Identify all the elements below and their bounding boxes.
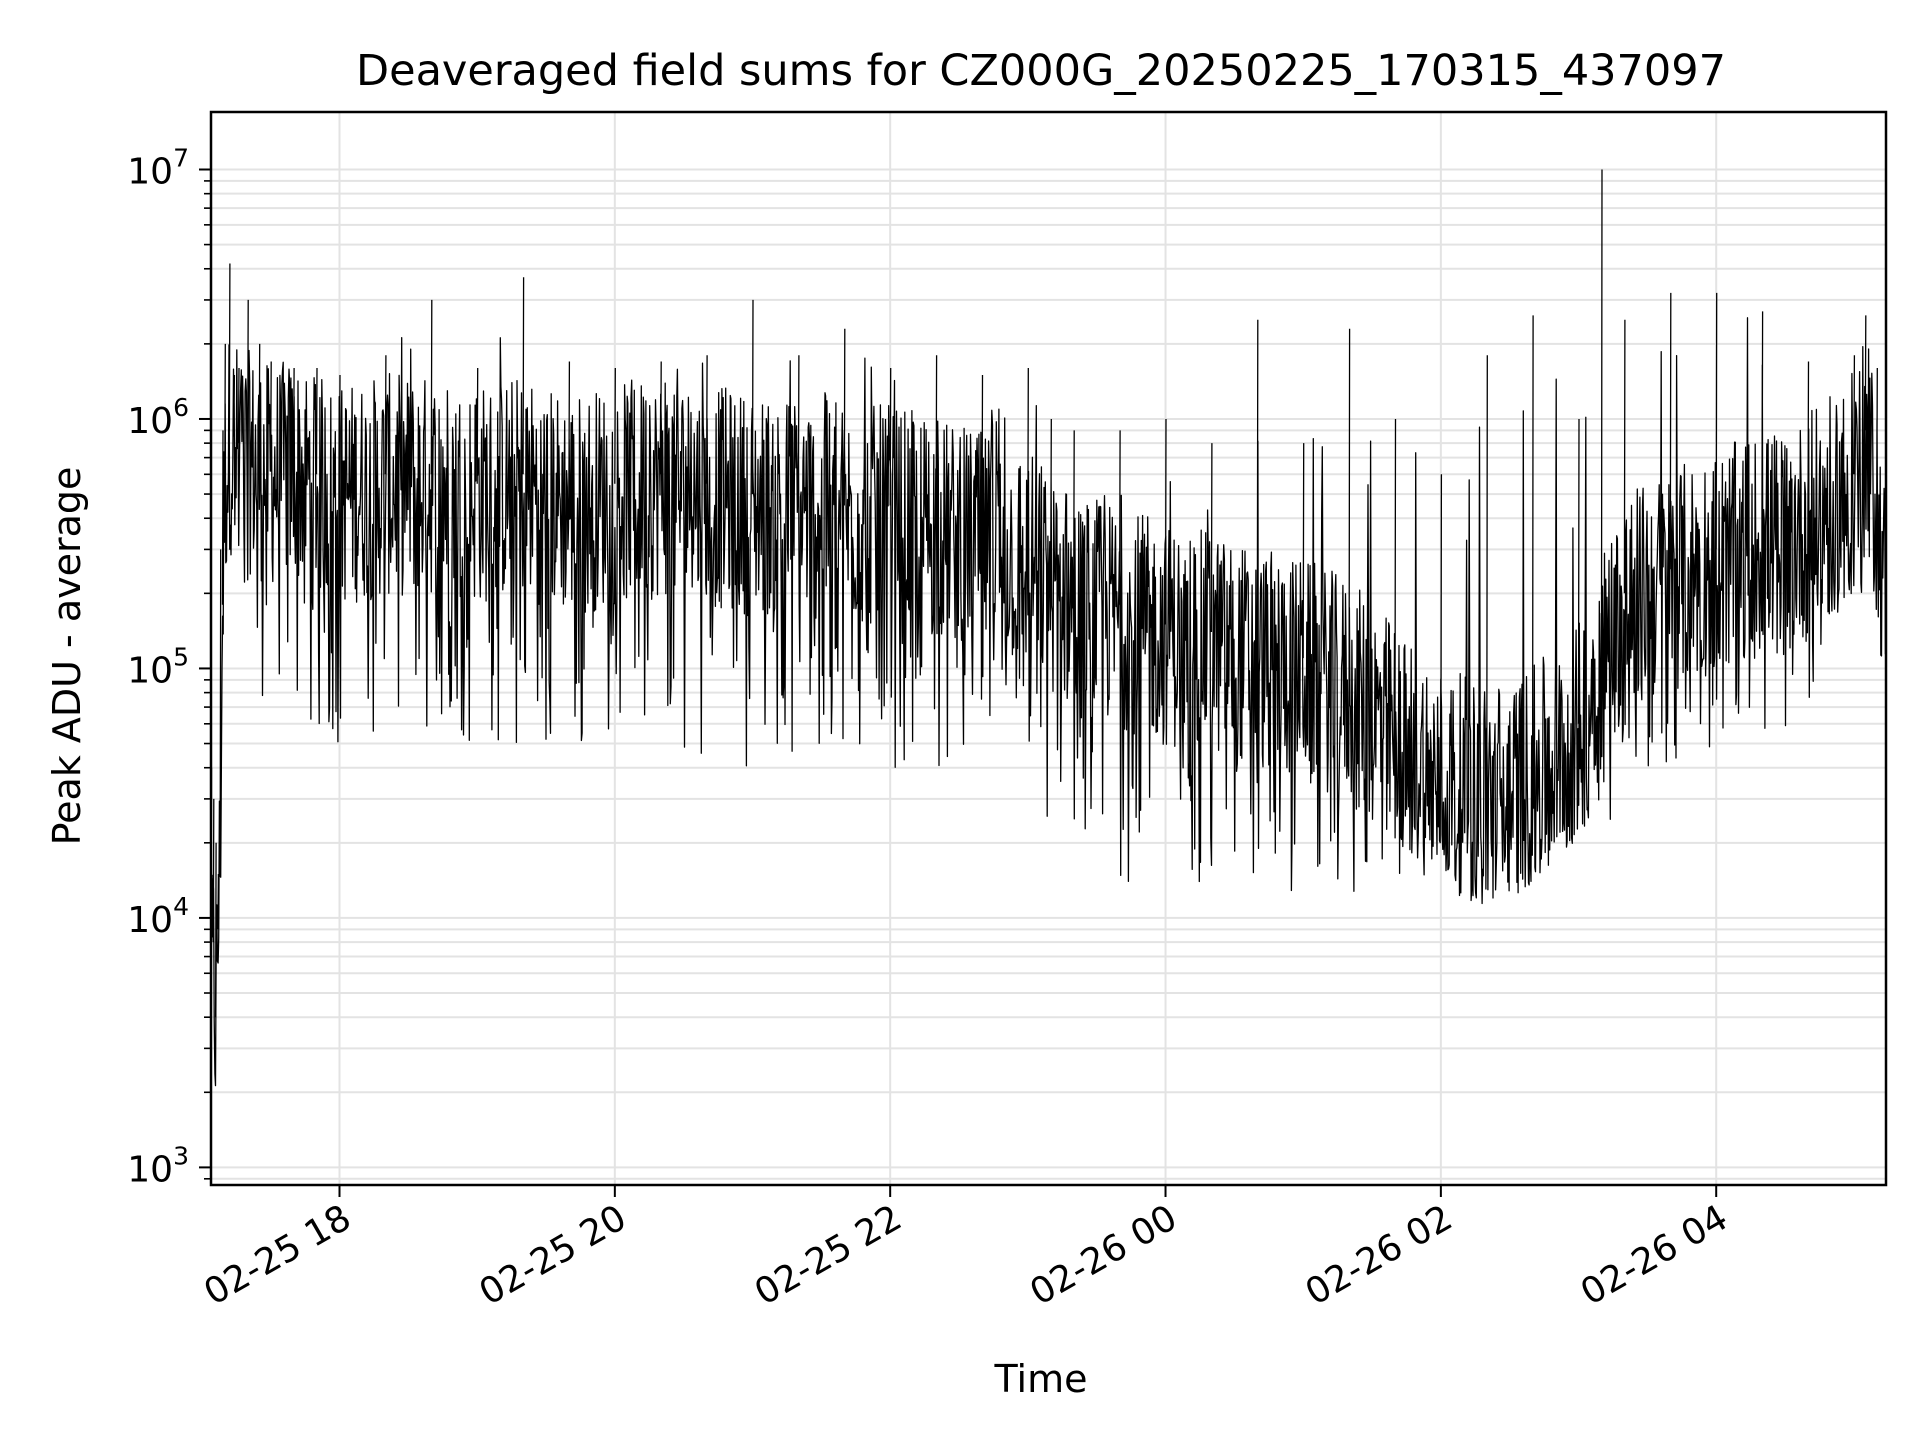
plot-area (211, 169, 1886, 1087)
y-tick-label-exponent: 3 (173, 1141, 189, 1170)
y-axis-label: Peak ADU - average (45, 467, 89, 846)
chart-title: Deaveraged field sums for CZ000G_2025022… (356, 46, 1726, 96)
y-tick-label: 105 (127, 642, 189, 691)
y-tick-label: 107 (127, 143, 189, 192)
y-tick-label: 104 (127, 892, 189, 941)
grid-lines (211, 112, 1886, 1185)
plot-frame (209, 110, 1888, 1187)
series-line (211, 169, 1886, 1087)
y-tick-label-base: 10 (127, 151, 173, 192)
y-tick-label-base: 10 (127, 1149, 173, 1190)
y-tick-label-exponent: 5 (173, 642, 189, 671)
x-axis-label: Time (994, 1357, 1088, 1401)
y-tick-label-base: 10 (127, 900, 173, 941)
y-tick-label-exponent: 7 (173, 143, 189, 172)
y-tick-label-base: 10 (127, 401, 173, 442)
y-tick-label-exponent: 4 (173, 892, 189, 921)
y-tick-label-base: 10 (127, 650, 173, 691)
y-tick-label-exponent: 6 (173, 393, 189, 422)
data-layer (211, 169, 1886, 1087)
y-tick-label: 106 (127, 393, 189, 442)
y-tick-label: 103 (127, 1141, 189, 1190)
